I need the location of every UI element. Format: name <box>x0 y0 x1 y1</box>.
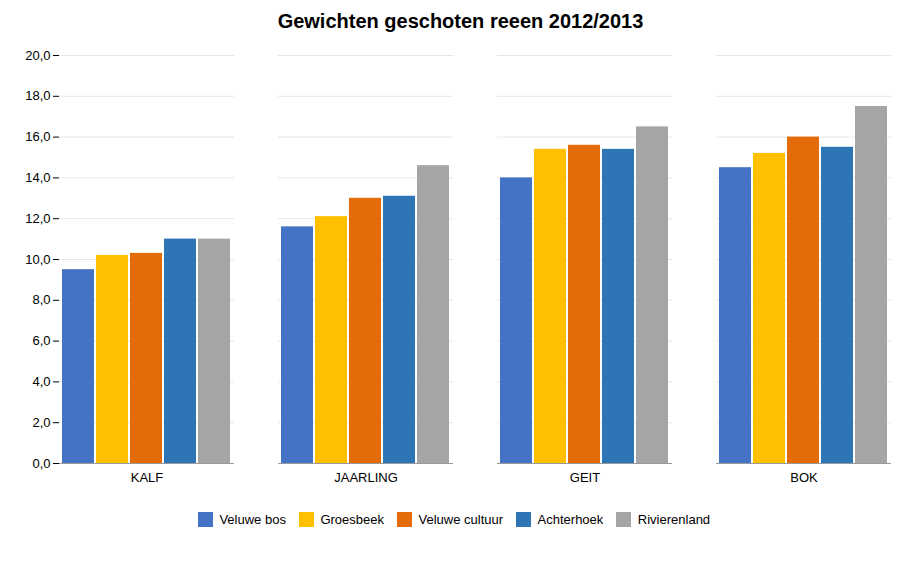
svg-text:14,0: 14,0 <box>25 170 50 185</box>
svg-text:12,0: 12,0 <box>25 211 50 226</box>
svg-text:BOK: BOK <box>790 470 818 485</box>
svg-text:4,0: 4,0 <box>32 374 50 389</box>
html-text:Rivierenland: Rivierenland <box>637 512 711 527</box>
html-text:Veluwe cultuur: Veluwe cultuur <box>418 512 504 527</box>
svg-text:GEIT: GEIT <box>570 470 600 485</box>
html-text:Gewichten geschoten reeen 2012: Gewichten geschoten reeen 2012/2013 <box>277 10 644 32</box>
svg-text:2,0: 2,0 <box>32 415 50 430</box>
svg-text:16,0: 16,0 <box>25 129 50 144</box>
html-text:Groesbeek: Groesbeek <box>320 512 384 527</box>
svg-text:KALF: KALF <box>131 470 164 485</box>
svg-text:18,0: 18,0 <box>25 88 50 103</box>
svg-text:6,0: 6,0 <box>32 333 50 348</box>
svg-text:20,0: 20,0 <box>25 48 50 63</box>
svg-text:8,0: 8,0 <box>32 292 50 307</box>
svg-text:JAARLING: JAARLING <box>334 470 398 485</box>
html-text:Veluwe bos: Veluwe bos <box>219 512 286 527</box>
svg-text:0,0: 0,0 <box>32 456 50 471</box>
html-text:Achterhoek: Achterhoek <box>537 512 604 527</box>
svg-text:10,0: 10,0 <box>25 252 50 267</box>
